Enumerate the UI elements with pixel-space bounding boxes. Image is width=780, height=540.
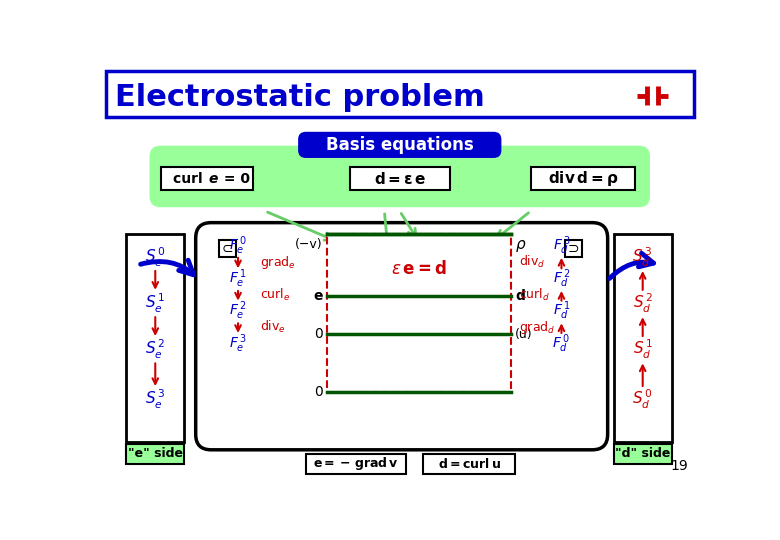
Bar (614, 234, 672, 442)
Text: $F_d^{\,2}$: $F_d^{\,2}$ (552, 267, 570, 290)
Text: $S_d^{\,2}$: $S_d^{\,2}$ (633, 292, 653, 315)
Text: $F_d^{\,3}$: $F_d^{\,3}$ (552, 234, 570, 257)
Text: $\mathbf{div\,d = \rho}$: $\mathbf{div\,d = \rho}$ (548, 169, 619, 188)
Text: $S_d^{\,1}$: $S_d^{\,1}$ (633, 338, 653, 361)
Text: $S_e^{\,3}$: $S_e^{\,3}$ (145, 388, 165, 411)
Text: $F_e^{\,1}$: $F_e^{\,1}$ (229, 267, 247, 290)
Text: curl$_d$: curl$_d$ (519, 287, 550, 303)
Bar (219, 240, 236, 257)
Text: $F_d^{\,0}$: $F_d^{\,0}$ (552, 332, 570, 355)
Text: $F_e^{\,0}$: $F_e^{\,0}$ (229, 234, 247, 257)
Text: "e" side: "e" side (128, 447, 183, 460)
Bar (423, 454, 516, 474)
Text: $\rho$: $\rho$ (516, 238, 526, 254)
FancyBboxPatch shape (298, 132, 502, 158)
Bar (306, 454, 406, 474)
Text: e: e (209, 172, 218, 186)
FancyBboxPatch shape (150, 146, 650, 207)
Text: $F_d^{\,1}$: $F_d^{\,1}$ (552, 300, 570, 322)
Bar (349, 167, 450, 190)
Text: $S_e^{\,2}$: $S_e^{\,2}$ (145, 338, 165, 361)
Bar (105, 71, 694, 117)
Text: (−v): (−v) (295, 238, 323, 251)
Text: curl: curl (172, 172, 207, 186)
Bar (566, 240, 582, 257)
Text: $F_e^{\,3}$: $F_e^{\,3}$ (229, 332, 247, 355)
Text: $\mathbf{d = curl\,u}$: $\mathbf{d = curl\,u}$ (438, 457, 501, 471)
Bar (126, 444, 184, 464)
Text: = 0: = 0 (219, 172, 250, 186)
Bar (614, 444, 672, 464)
Text: grad$_d$: grad$_d$ (519, 319, 555, 336)
Text: "d" side: "d" side (615, 447, 670, 460)
Text: 19: 19 (671, 459, 689, 473)
Text: 0: 0 (314, 385, 323, 399)
Text: $S_d^{\,3}$: $S_d^{\,3}$ (633, 246, 653, 269)
Text: Basis equations: Basis equations (326, 136, 473, 154)
Text: grad$_e$: grad$_e$ (260, 254, 296, 271)
Text: ⊂: ⊂ (222, 242, 233, 256)
Text: ⊃: ⊃ (568, 242, 580, 256)
Text: $\mathbf{d = \varepsilon\,e}$: $\mathbf{d = \varepsilon\,e}$ (374, 171, 426, 187)
Text: div$_d$: div$_d$ (519, 254, 546, 271)
Text: Electrostatic problem: Electrostatic problem (115, 83, 484, 112)
Text: $S_e^{\,0}$: $S_e^{\,0}$ (145, 246, 165, 269)
Text: d: d (516, 289, 525, 303)
Bar (530, 167, 635, 190)
Text: 0: 0 (314, 327, 323, 341)
Text: $S_d^{\,0}$: $S_d^{\,0}$ (633, 388, 653, 411)
Text: $\varepsilon\,\mathbf{e = d}$: $\varepsilon\,\mathbf{e = d}$ (391, 260, 447, 278)
Text: $\mathbf{e = -\,grad\,v}$: $\mathbf{e = -\,grad\,v}$ (313, 455, 399, 472)
Bar (327, 234, 512, 392)
Text: e: e (314, 289, 323, 303)
Bar (126, 234, 184, 442)
Text: (u): (u) (516, 328, 533, 341)
Text: $F_e^{\,2}$: $F_e^{\,2}$ (229, 300, 247, 322)
Text: $S_e^{\,1}$: $S_e^{\,1}$ (145, 292, 165, 315)
FancyBboxPatch shape (196, 222, 608, 450)
Bar (161, 167, 254, 190)
Text: div$_e$: div$_e$ (260, 319, 285, 335)
Text: curl$_e$: curl$_e$ (260, 287, 290, 303)
